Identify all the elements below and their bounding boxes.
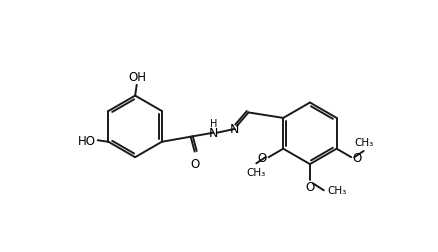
Text: OH: OH — [128, 71, 146, 84]
Text: HO: HO — [78, 134, 96, 147]
Text: O: O — [353, 151, 362, 164]
Text: CH₃: CH₃ — [246, 168, 265, 177]
Text: O: O — [258, 151, 267, 164]
Text: H: H — [210, 119, 217, 129]
Text: N: N — [208, 127, 218, 140]
Text: O: O — [305, 180, 314, 193]
Text: CH₃: CH₃ — [355, 138, 374, 148]
Text: CH₃: CH₃ — [328, 185, 347, 196]
Text: N: N — [230, 123, 239, 136]
Text: O: O — [190, 157, 199, 170]
